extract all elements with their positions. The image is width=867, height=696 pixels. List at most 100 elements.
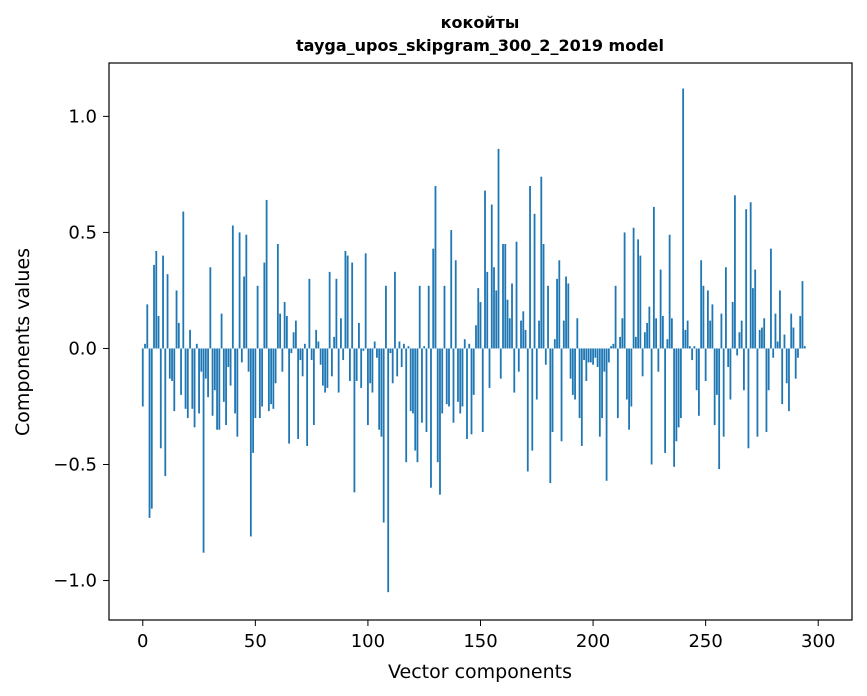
bar [148,348,151,518]
bar [141,348,144,407]
bar [684,329,687,349]
bar [247,348,250,372]
bar [745,209,748,349]
bar [457,348,459,402]
bar [551,348,554,433]
bar [765,348,768,433]
bar [220,313,223,349]
bar [409,348,412,412]
bar [234,348,236,414]
bar [695,348,698,391]
bar [657,348,660,372]
bar [263,262,266,349]
bar [173,348,176,412]
x-tick-label: 300 [801,631,835,652]
bar [439,348,441,495]
bar [727,348,730,368]
bar [405,348,408,463]
bar [306,348,309,446]
bar [686,320,689,349]
x-tick-label: 50 [244,631,267,652]
bar [601,348,603,419]
bar [270,348,273,405]
bar [308,278,311,349]
bar [761,327,763,349]
bar [634,336,637,349]
bar [502,244,504,349]
bar [628,348,630,430]
bar [709,320,712,349]
bar [204,348,207,379]
bar [398,341,401,349]
bar [583,348,585,361]
bar [774,313,777,349]
bar [668,234,671,349]
bar [164,348,167,477]
bar [358,322,360,349]
bar [574,348,576,400]
bar [470,348,473,435]
bar [610,346,612,349]
bar [506,299,509,349]
y-tick-label: −0.5 [53,455,97,476]
bar [450,230,453,349]
bar [445,348,448,405]
bar [441,348,444,414]
bar [434,186,437,349]
bar [792,327,795,349]
bar [461,348,464,407]
bar [612,343,615,349]
bar [283,302,286,349]
bar [513,348,516,393]
bar [641,348,644,377]
bar [290,348,293,354]
bar [486,271,489,349]
bar [326,348,329,388]
bar [790,313,793,349]
bar [587,348,590,363]
bar [369,348,372,384]
bar [679,348,682,419]
x-tick-label: 150 [463,631,497,652]
bar [396,348,399,377]
bar [565,276,567,349]
bar [186,348,189,419]
bar [682,88,685,349]
x-axis-ticks: 0 50 100 150 200 250 300 [137,620,835,652]
bar [515,241,518,349]
bar [616,348,619,419]
bar [403,343,405,349]
bar [517,348,520,372]
bar [481,348,484,433]
bar [493,267,495,349]
bar [749,202,752,349]
bar [797,348,799,358]
bar [443,285,446,349]
bar [344,250,347,349]
bar [648,306,651,349]
bar [763,318,766,349]
bar [531,348,534,451]
bar [301,348,304,377]
bar [803,346,806,349]
bar [258,348,261,419]
bar [360,348,363,388]
bar [542,244,545,349]
bar [614,285,617,349]
bar [346,255,349,349]
bar [236,348,239,437]
bar [387,348,390,593]
bar [342,348,345,361]
y-axis-ticks: −1.0 −0.5 0.0 0.5 1.0 [53,106,109,592]
bar [752,288,754,349]
bar [623,232,626,349]
bar [625,348,628,400]
y-tick-label: 0.5 [68,222,97,243]
bar [414,348,417,451]
bar [279,313,282,349]
bar [355,348,358,381]
bar [331,348,333,377]
bar [353,348,356,493]
bar [436,348,439,463]
bar [430,348,432,488]
